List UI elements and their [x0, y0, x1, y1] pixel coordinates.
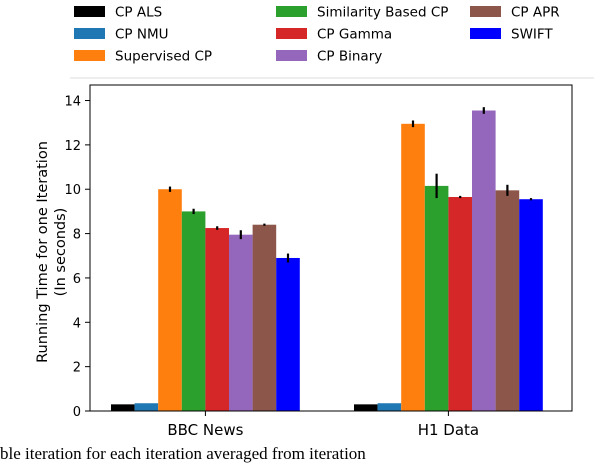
- bar: [519, 199, 543, 411]
- axes: 0 2 4 6 8 10 12 14 BBC News H1 Data: [64, 84, 573, 439]
- bar: [276, 257, 300, 411]
- legend-label: Supervised CP: [115, 49, 212, 65]
- bar: [252, 224, 277, 411]
- chart: CP ALS CP NMU Supervised CP Similarity Base…: [35, 5, 594, 439]
- y-tick-label: 14: [64, 95, 81, 110]
- y-tick-label: 2: [73, 361, 81, 376]
- x-tick-label: BBC News: [167, 421, 243, 439]
- y-tick-label: 10: [64, 183, 81, 198]
- y-tick-label: 6: [73, 272, 81, 287]
- y-axis-label-line: (In seconds): [53, 208, 69, 297]
- y-tick-label: 8: [73, 228, 81, 243]
- y-tick-label: 12: [64, 139, 81, 154]
- bar: [205, 228, 229, 411]
- legend-swatch: [74, 6, 105, 17]
- legend-swatch: [470, 28, 501, 39]
- bar: [354, 404, 378, 411]
- bar: [181, 211, 206, 411]
- bar: [377, 403, 402, 411]
- y-axis-label-line: Running Time for one Iteration: [35, 141, 51, 363]
- legend-label: CP NMU: [115, 27, 169, 43]
- y-axis-label: Running Time for one Iteration (In second…: [35, 141, 69, 363]
- bar: [229, 234, 253, 411]
- legend-label: CP Gamma: [317, 27, 392, 43]
- x-tick-label: H1 Data: [418, 421, 479, 439]
- bar: [424, 185, 449, 411]
- legend-swatch: [276, 28, 307, 39]
- bar: [495, 190, 520, 411]
- legend-swatch: [74, 50, 105, 61]
- bar: [158, 189, 182, 411]
- legend-swatch: [276, 50, 307, 61]
- legend-label: CP APR: [511, 5, 560, 21]
- bar: [111, 404, 135, 411]
- legend-swatch: [276, 6, 307, 17]
- legend: CP ALS CP NMU Supervised CP Similarity Base…: [74, 5, 560, 65]
- legend-label: Similarity Based CP: [317, 5, 448, 21]
- plot-frame: [89, 84, 573, 412]
- legend-swatch: [74, 28, 105, 39]
- legend-swatch: [470, 6, 501, 17]
- legend-label: SWIFT: [511, 27, 553, 43]
- bar: [472, 110, 496, 411]
- bar: [401, 123, 425, 411]
- y-tick-label: 4: [73, 316, 81, 331]
- legend-label: CP Binary: [317, 49, 382, 65]
- bar: [134, 403, 159, 411]
- plot-area: [111, 107, 543, 411]
- y-tick-label: 0: [73, 405, 81, 420]
- legend-label: CP ALS: [115, 5, 162, 21]
- bar: [448, 196, 472, 411]
- caption-text: ble iteration for each iteration average…: [0, 444, 366, 463]
